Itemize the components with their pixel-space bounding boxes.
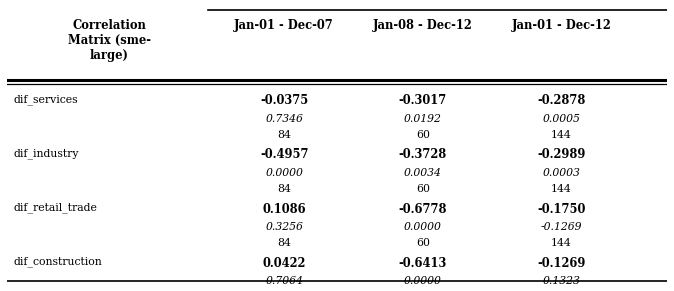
Text: Jan-08 - Dec-12: Jan-08 - Dec-12 — [373, 19, 472, 32]
Text: 84: 84 — [277, 130, 291, 140]
Text: 0.1086: 0.1086 — [262, 203, 306, 216]
Text: 144: 144 — [551, 238, 572, 249]
Text: -0.4957: -0.4957 — [260, 148, 309, 161]
Text: Jan-01 - Dec-12: Jan-01 - Dec-12 — [512, 19, 611, 32]
Text: Correlation
Matrix (sme-
large): Correlation Matrix (sme- large) — [67, 19, 150, 62]
Text: -0.3728: -0.3728 — [399, 148, 447, 161]
Text: 0.0000: 0.0000 — [266, 168, 303, 178]
Text: -0.2878: -0.2878 — [537, 94, 586, 107]
Text: 144: 144 — [551, 130, 572, 140]
Text: Jan-01 - Dec-07: Jan-01 - Dec-07 — [235, 19, 334, 32]
Text: 60: 60 — [416, 130, 430, 140]
Text: -0.0375: -0.0375 — [260, 94, 308, 107]
Text: 0.0192: 0.0192 — [404, 113, 441, 124]
Text: 84: 84 — [277, 238, 291, 249]
Text: 60: 60 — [416, 184, 430, 194]
Text: -0.1269: -0.1269 — [541, 222, 582, 232]
Text: 0.0000: 0.0000 — [404, 276, 441, 286]
Text: dif_services: dif_services — [13, 94, 78, 105]
Text: 0.0000: 0.0000 — [404, 222, 441, 232]
Text: -0.1269: -0.1269 — [537, 257, 586, 270]
Text: -0.1750: -0.1750 — [537, 203, 586, 216]
Text: -0.6778: -0.6778 — [398, 203, 447, 216]
Text: dif_retail_trade: dif_retail_trade — [13, 203, 97, 213]
Text: dif_construction: dif_construction — [13, 257, 102, 267]
Text: 0.7346: 0.7346 — [266, 113, 303, 124]
Text: -0.6413: -0.6413 — [399, 257, 447, 270]
Text: 144: 144 — [551, 184, 572, 194]
Text: 0.1323: 0.1323 — [543, 276, 580, 286]
Text: 84: 84 — [277, 184, 291, 194]
Text: -0.3017: -0.3017 — [399, 94, 447, 107]
Text: 0.0422: 0.0422 — [262, 257, 306, 270]
Text: -0.2989: -0.2989 — [537, 148, 586, 161]
Text: 0.3256: 0.3256 — [266, 222, 303, 232]
Text: 60: 60 — [416, 238, 430, 249]
Text: 0.0003: 0.0003 — [543, 168, 580, 178]
Text: 0.0005: 0.0005 — [543, 113, 580, 124]
Text: dif_industry: dif_industry — [13, 148, 79, 159]
Text: 0.7064: 0.7064 — [266, 276, 303, 286]
Text: 0.0034: 0.0034 — [404, 168, 441, 178]
